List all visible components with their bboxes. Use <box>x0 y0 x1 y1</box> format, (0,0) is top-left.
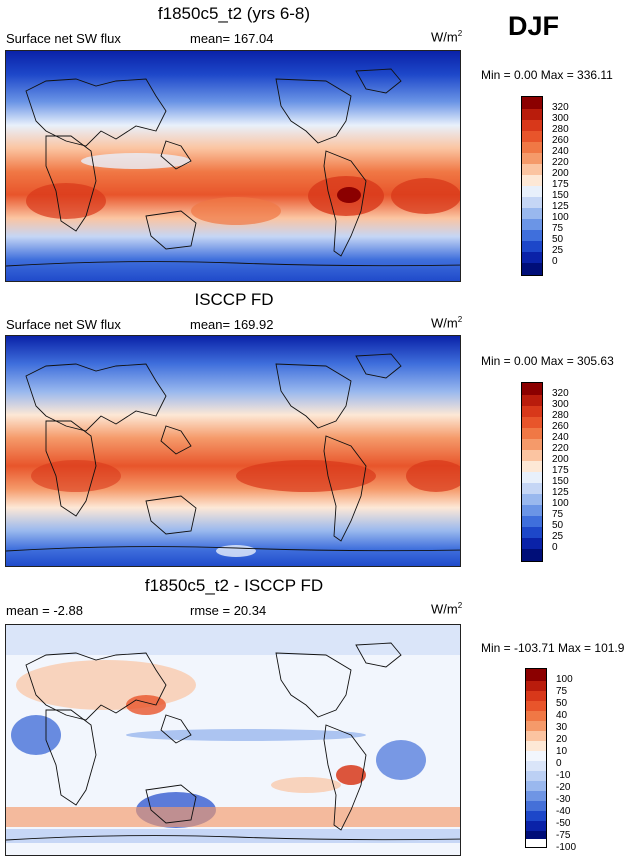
cbar1-tick: 50 <box>552 234 564 245</box>
panel2-map <box>5 335 461 567</box>
cbar3-tick: 40 <box>556 710 568 721</box>
cbar1-tick: 25 <box>552 245 564 256</box>
cbar1-tick: 100 <box>552 212 569 223</box>
cbar2-tick: 0 <box>552 542 558 553</box>
cbar2-tick: 200 <box>552 454 569 465</box>
cbar2-tick: 240 <box>552 432 569 443</box>
panel1-title: f1850c5_t2 (yrs 6-8) <box>157 4 311 23</box>
panel2-minmax: Min = 0.00 Max = 305.63 <box>481 354 614 368</box>
cbar3-tick: -75 <box>556 830 571 841</box>
cbar1-tick: 175 <box>552 179 569 190</box>
cbar3-tick: -40 <box>556 806 571 817</box>
cbar3-tick: 50 <box>556 698 568 709</box>
cbar3-tick: -10 <box>556 770 571 781</box>
cbar2-tick: 280 <box>552 410 569 421</box>
cbar2-tick: 25 <box>552 531 564 542</box>
panel1-left-label: Surface net SW flux <box>6 31 121 46</box>
panel1-minmax: Min = 0.00 Max = 336.11 <box>481 68 613 82</box>
panel1-map <box>5 50 461 282</box>
cbar2-tick: 320 <box>552 388 569 399</box>
cbar1-tick: 320 <box>552 102 569 113</box>
cbar1-tick: 300 <box>552 113 569 124</box>
panel3-title: f1850c5_t2 - ISCCP FD <box>144 576 324 595</box>
cbar3-tick: 10 <box>556 746 568 757</box>
cbar2-tick: 150 <box>552 476 569 487</box>
panel2-title: ISCCP FD <box>194 290 274 309</box>
panel2-units: W/m2 <box>431 315 463 331</box>
cbar1-tick: 280 <box>552 124 569 135</box>
cbar3-tick: 100 <box>556 674 573 685</box>
panel2-mean-label: mean= 169.92 <box>190 317 274 332</box>
cbar3-tick: -50 <box>556 818 571 829</box>
cbar3-tick: 30 <box>556 722 568 733</box>
panel3-mean-label: mean = -2.88 <box>6 603 83 618</box>
cbar2-tick: 75 <box>552 509 564 520</box>
cbar1-tick: 260 <box>552 135 569 146</box>
panel1-units: W/m2 <box>431 29 463 45</box>
panel3-colorbar <box>525 668 547 848</box>
panel1-mean-label: mean= 167.04 <box>190 31 274 46</box>
panel1-colorbar <box>521 96 543 276</box>
cbar2-tick: 100 <box>552 498 569 509</box>
panel3-map <box>5 624 461 856</box>
cbar3-tick: 0 <box>556 758 562 769</box>
cbar2-tick: 50 <box>552 520 564 531</box>
panel2-left-label: Surface net SW flux <box>6 317 121 332</box>
cbar2-tick: 260 <box>552 421 569 432</box>
cbar1-tick: 200 <box>552 168 569 179</box>
cbar2-tick: 220 <box>552 443 569 454</box>
cbar2-tick: 300 <box>552 399 569 410</box>
cbar2-tick: 125 <box>552 487 569 498</box>
cbar3-tick: 75 <box>556 686 568 697</box>
cbar1-tick: 240 <box>552 146 569 157</box>
panel2-colorbar <box>521 382 543 562</box>
cbar3-tick: -20 <box>556 782 571 793</box>
cbar1-tick: 75 <box>552 223 564 234</box>
cbar2-tick: 175 <box>552 465 569 476</box>
cbar1-tick: 0 <box>552 256 558 267</box>
cbar1-tick: 125 <box>552 201 569 212</box>
panel3-units: W/m2 <box>431 601 463 617</box>
cbar3-tick: -100 <box>556 842 577 853</box>
cbar3-tick: 20 <box>556 734 568 745</box>
cbar3-tick: -30 <box>556 794 571 805</box>
cbar1-tick: 220 <box>552 157 569 168</box>
cbar1-tick: 150 <box>552 190 569 201</box>
panel3-rmse-label: rmse = 20.34 <box>190 603 267 618</box>
panel3-minmax: Min = -103.71 Max = 101.94 <box>481 641 624 655</box>
season-label: DJF <box>508 11 560 41</box>
